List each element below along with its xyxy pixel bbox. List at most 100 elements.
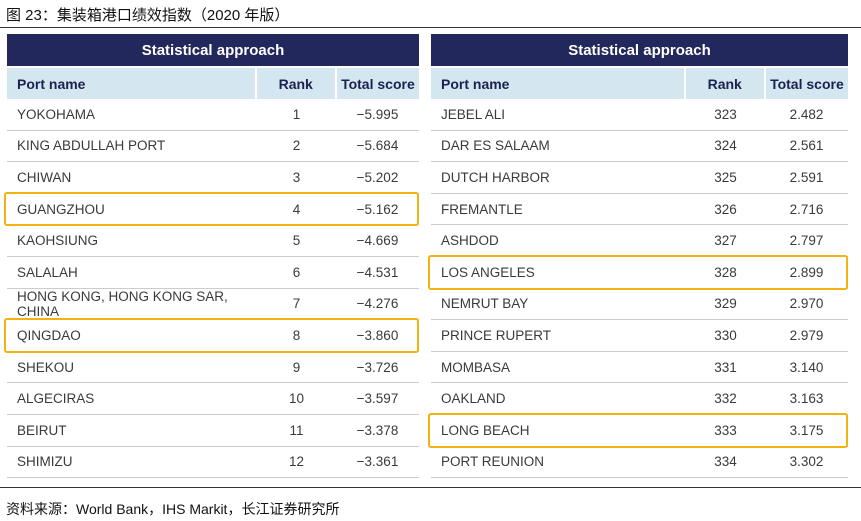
port-name-cell: HONG KONG, HONG KONG SAR, CHINA <box>17 288 228 319</box>
table-row: CHIWAN 3 −5.202 <box>7 162 419 194</box>
total-score-cell: −4.531 <box>356 264 399 280</box>
port-name-cell: JEBEL ALI <box>441 106 506 122</box>
total-score-cell: −4.276 <box>356 296 399 312</box>
total-score-cell: 2.899 <box>789 264 824 280</box>
table-row: ALGECIRAS 10 −3.597 <box>7 383 419 415</box>
table-row: JEBEL ALI 323 2.482 <box>431 99 848 131</box>
port-name-cell: CHIWAN <box>17 169 72 185</box>
total-score-cell: −5.995 <box>356 106 399 122</box>
total-score-cell: −5.684 <box>356 138 399 154</box>
column-header-total-score: Total score <box>763 68 848 99</box>
rank-cell: 9 <box>292 359 301 375</box>
table-row: SALALAH 6 −4.531 <box>7 257 419 289</box>
rank-cell: 7 <box>292 296 301 312</box>
total-score-cell: 2.591 <box>789 169 824 185</box>
total-score-cell: 3.175 <box>789 422 824 438</box>
table-row: MOMBASA 331 3.140 <box>431 352 848 384</box>
rank-cell: 323 <box>714 106 737 122</box>
rank-cell: 3 <box>292 169 301 185</box>
port-name-cell: OAKLAND <box>441 391 506 407</box>
table-row: YOKOHAMA 1 −5.995 <box>7 99 419 131</box>
table-row: ASHDOD 327 2.797 <box>431 225 848 257</box>
rank-cell: 327 <box>714 233 737 249</box>
rank-cell: 333 <box>714 422 737 438</box>
rank-cell: 2 <box>292 138 301 154</box>
total-score-cell: 3.140 <box>789 359 824 375</box>
table-row: QINGDAO 8 −3.860 <box>7 320 419 352</box>
rank-cell: 4 <box>292 201 301 217</box>
rank-cell: 330 <box>714 327 737 343</box>
table-header-row: Port name Rank Total score <box>431 68 848 99</box>
port-name-cell: PORT REUNION <box>441 454 545 470</box>
port-name-cell: LOS ANGELES <box>441 264 535 280</box>
top-rule <box>0 27 861 28</box>
bottom-rule <box>0 487 861 488</box>
table-row: LONG BEACH 333 3.175 <box>431 415 848 447</box>
rank-cell: 334 <box>714 454 737 470</box>
table-row: FREMANTLE 326 2.716 <box>431 194 848 226</box>
port-name-cell: BEIRUT <box>17 422 67 438</box>
table-row: SHIMIZU 12 −3.361 <box>7 447 419 479</box>
total-score-cell: 3.163 <box>789 391 824 407</box>
table-row: BEIRUT 11 −3.378 <box>7 415 419 447</box>
total-score-cell: −4.669 <box>356 233 399 249</box>
column-header-port-name: Port name <box>441 75 510 92</box>
total-score-cell: 3.302 <box>789 454 824 470</box>
port-name-cell: QINGDAO <box>17 327 81 343</box>
port-name-cell: YOKOHAMA <box>17 106 96 122</box>
total-score-cell: −3.597 <box>356 391 399 407</box>
table-row: KAOHSIUNG 5 −4.669 <box>7 225 419 257</box>
left-port-table: Statistical approach Port name Rank Tota… <box>4 34 419 479</box>
port-name-cell: SHIMIZU <box>17 454 73 470</box>
rank-cell: 328 <box>714 264 737 280</box>
rank-cell: 1 <box>292 106 301 122</box>
port-name-cell: PRINCE RUPERT <box>441 327 552 343</box>
port-name-cell: LONG BEACH <box>441 422 530 438</box>
total-score-cell: −5.202 <box>356 169 399 185</box>
total-score-cell: 2.970 <box>789 296 824 312</box>
total-score-cell: 2.979 <box>789 327 824 343</box>
table-banner: Statistical approach <box>431 34 848 66</box>
port-name-cell: KING ABDULLAH PORT <box>17 138 166 154</box>
column-header-port-name: Port name <box>17 75 86 92</box>
table-header-row: Port name Rank Total score <box>7 68 419 99</box>
port-name-cell: SALALAH <box>17 264 78 280</box>
rank-cell: 5 <box>292 233 301 249</box>
port-name-cell: NEMRUT BAY <box>441 296 529 312</box>
table-row: PRINCE RUPERT 330 2.979 <box>431 320 848 352</box>
port-name-cell: GUANGZHOU <box>17 201 105 217</box>
total-score-cell: 2.482 <box>789 106 824 122</box>
rank-cell: 10 <box>288 391 305 407</box>
rank-cell: 11 <box>289 422 304 438</box>
column-header-total-score: Total score <box>334 68 419 99</box>
rank-cell: 326 <box>714 201 737 217</box>
rank-cell: 332 <box>714 391 737 407</box>
table-row: LOS ANGELES 328 2.899 <box>431 257 848 289</box>
figure-title: 图 23：集装箱港口绩效指数（2020 年版） <box>6 7 290 24</box>
table-banner: Statistical approach <box>7 34 419 66</box>
rank-cell: 329 <box>714 296 737 312</box>
table-body: YOKOHAMA 1 −5.995 KING ABDULLAH PORT 2 −5.684… <box>4 99 419 479</box>
rank-cell: 325 <box>714 169 737 185</box>
total-score-cell: −3.378 <box>356 422 399 438</box>
port-name-cell: MOMBASA <box>441 359 511 375</box>
rank-cell: 8 <box>292 327 301 343</box>
table-row: DUTCH HARBOR 325 2.591 <box>431 162 848 194</box>
table-row: SHEKOU 9 −3.726 <box>7 352 419 384</box>
port-name-cell: ASHDOD <box>441 233 499 249</box>
table-row: KING ABDULLAH PORT 2 −5.684 <box>7 131 419 163</box>
table-row: DAR ES SALAAM 324 2.561 <box>431 131 848 163</box>
total-score-cell: −3.726 <box>356 359 399 375</box>
column-header-rank: Rank <box>683 68 764 99</box>
port-name-cell: ALGECIRAS <box>17 391 95 407</box>
port-name-cell: DUTCH HARBOR <box>441 169 550 185</box>
table-row: NEMRUT BAY 329 2.970 <box>431 289 848 321</box>
total-score-cell: 2.797 <box>789 233 824 249</box>
table-body: JEBEL ALI 323 2.482 DAR ES SALAAM 324 2.561 DU… <box>428 99 848 479</box>
rank-cell: 12 <box>288 454 305 470</box>
source-note: 资料来源：World Bank，IHS Markit，长江证券研究所 <box>6 501 340 517</box>
right-port-table: Statistical approach Port name Rank Tota… <box>428 34 848 479</box>
column-header-rank: Rank <box>254 68 335 99</box>
total-score-cell: −3.361 <box>356 454 399 470</box>
table-row: OAKLAND 332 3.163 <box>431 383 848 415</box>
